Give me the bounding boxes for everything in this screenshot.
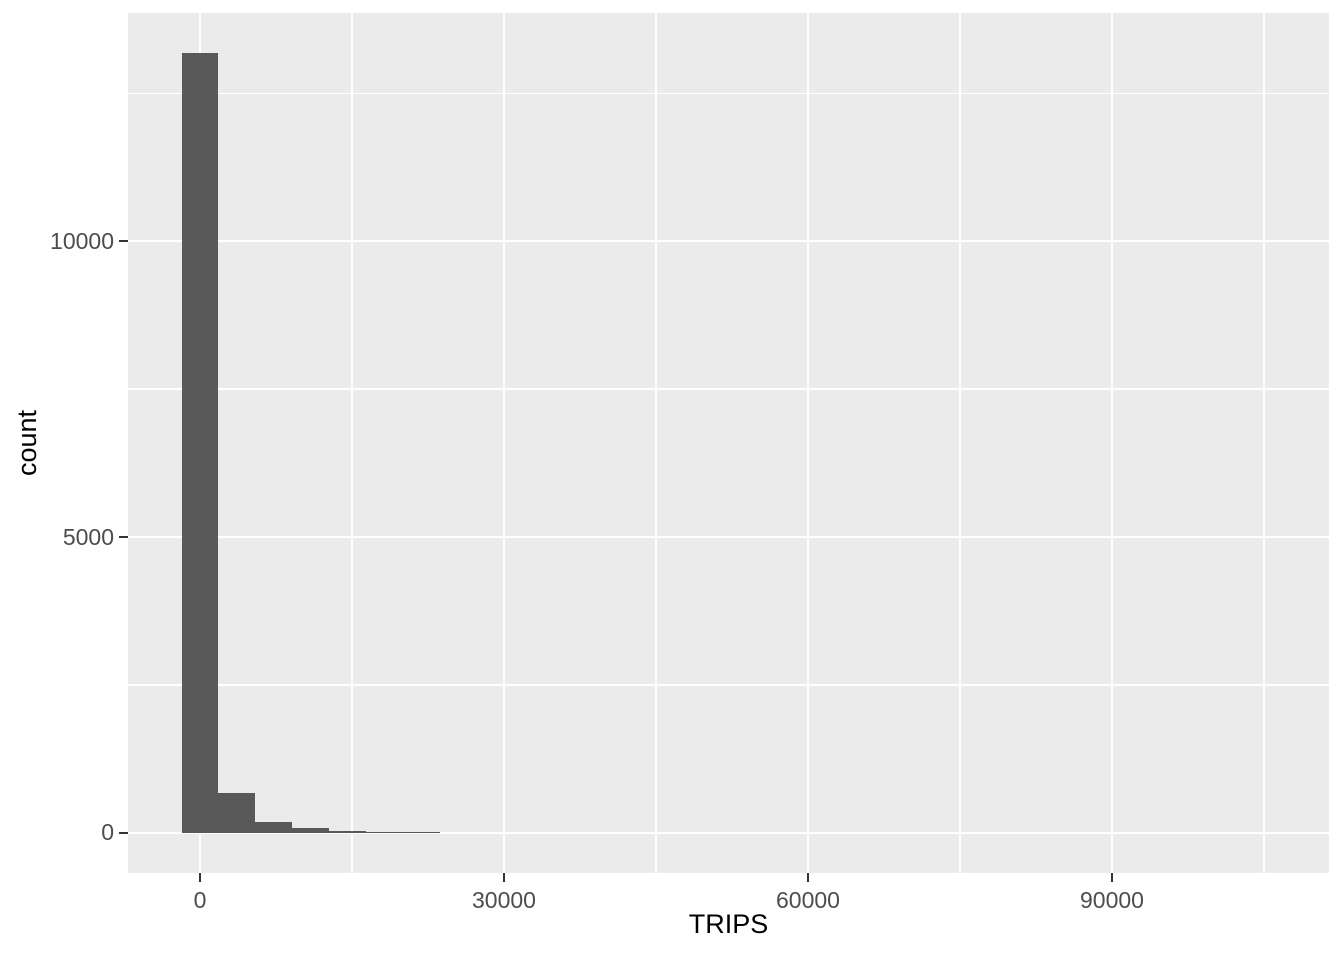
gridline-major-vertical: [502, 13, 506, 873]
gridline-major-horizontal: [128, 831, 1329, 835]
gridline-minor-horizontal: [128, 684, 1329, 686]
histogram-bar: [292, 828, 330, 833]
x-tick-mark: [807, 873, 809, 882]
gridline-major-vertical: [1110, 13, 1114, 873]
gridline-minor-vertical: [959, 13, 961, 873]
x-tick-label: 30000: [472, 887, 536, 913]
x-tick-mark: [502, 873, 505, 882]
x-tick-mark: [198, 873, 201, 882]
x-tick-label: 90000: [1080, 887, 1144, 913]
gridline-minor-vertical: [351, 13, 353, 873]
histogram-bar: [402, 832, 440, 834]
gridline-major-horizontal: [128, 239, 1329, 243]
plot-panel: [128, 13, 1329, 873]
histogram-bar: [255, 822, 293, 833]
histogram-bar: [181, 52, 219, 833]
histogram-bar: [365, 832, 403, 833]
y-tick-label: 5000: [62, 523, 114, 550]
gridline-minor-horizontal: [128, 388, 1329, 390]
x-tick-mark: [1111, 873, 1113, 882]
x-tick-label: 60000: [776, 887, 840, 913]
histogram-bar: [218, 792, 256, 833]
y-tick-mark: [119, 831, 128, 834]
gridline-minor-horizontal: [128, 92, 1329, 94]
gridline-major-vertical: [806, 13, 810, 873]
y-tick-label: 0: [101, 819, 114, 846]
x-tick-label: 0: [193, 887, 207, 913]
x-axis-title: TRIPS: [688, 909, 769, 939]
y-tick-label: 10000: [50, 227, 114, 254]
gridline-major-horizontal: [128, 535, 1329, 539]
gridline-minor-vertical: [1263, 13, 1265, 873]
y-axis-title: count: [12, 409, 42, 477]
y-tick-mark: [119, 240, 128, 243]
y-tick-mark: [119, 536, 128, 539]
histogram-bar: [329, 831, 366, 833]
gridline-minor-vertical: [655, 13, 657, 873]
